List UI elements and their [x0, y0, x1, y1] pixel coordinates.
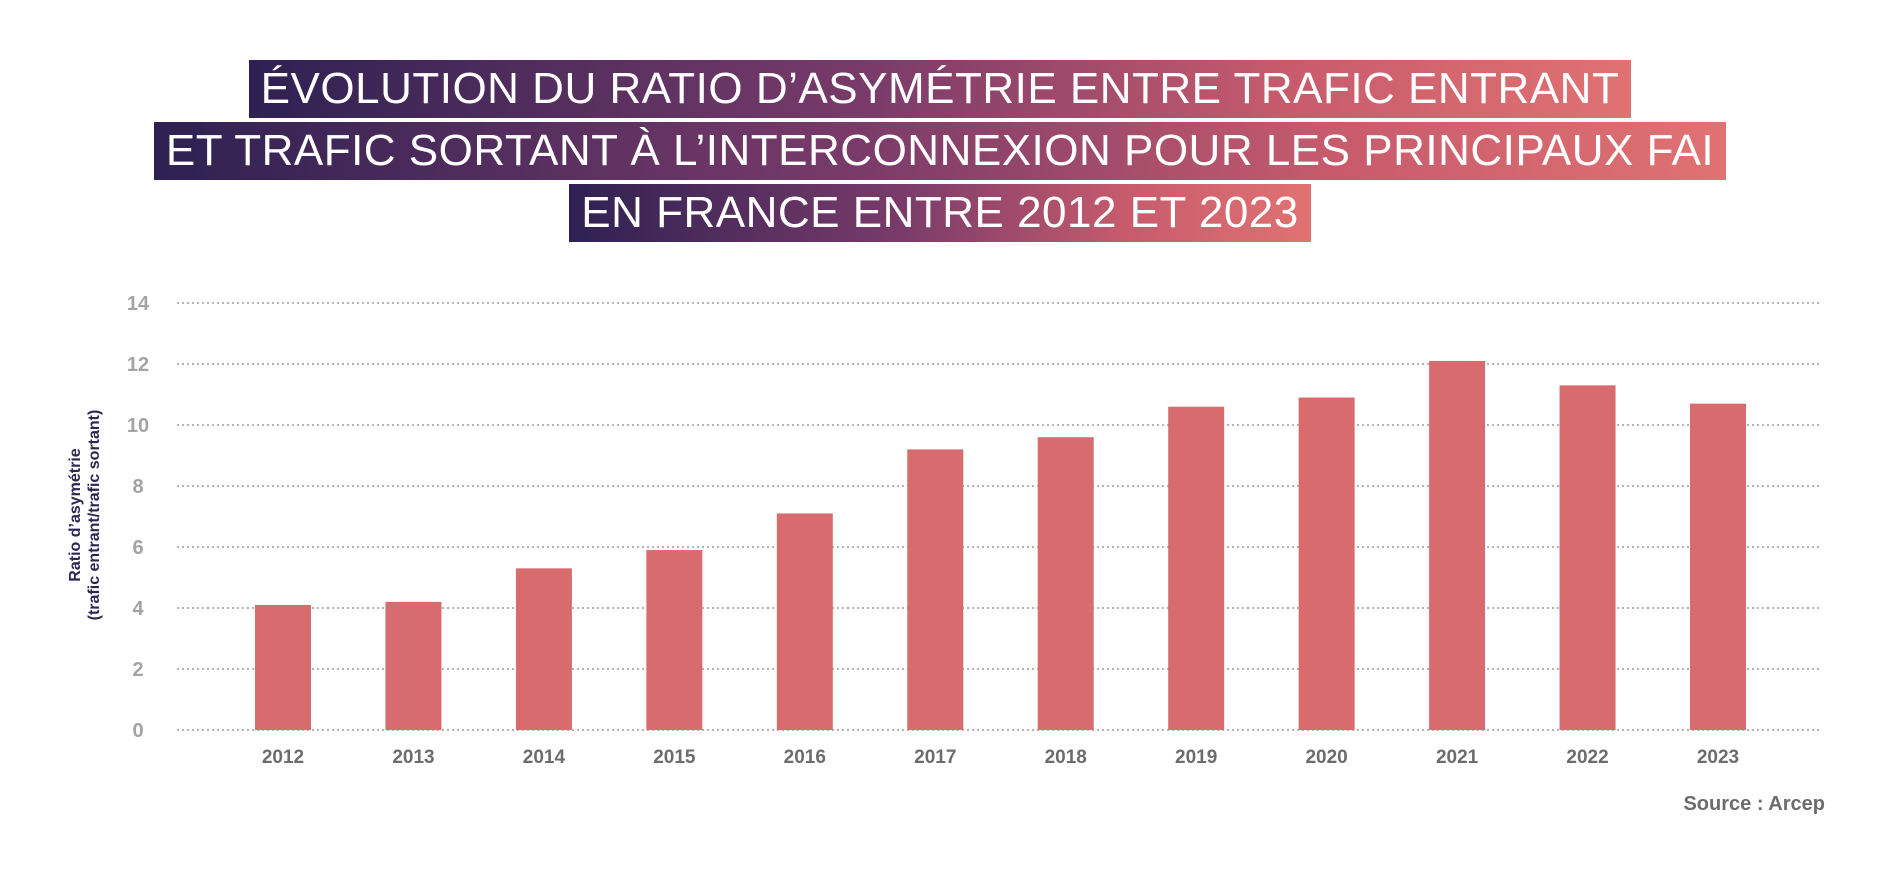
chart-title: ÉVOLUTION DU RATIO D’ASYMÉTRIE ENTRE TRA…: [0, 60, 1880, 246]
x-tick-label: 2014: [523, 747, 566, 768]
bar-2019: [1168, 406, 1225, 730]
x-tick-label: 2015: [653, 747, 696, 768]
y-axis-ticks: 0 2 4 6 8 10 12 14: [127, 293, 150, 742]
x-tick-label: 2017: [914, 747, 956, 768]
bar-2016: [776, 513, 833, 730]
x-tick-label: 2012: [262, 747, 304, 768]
y-tick-label: 12: [127, 354, 149, 376]
bar-2020: [1298, 397, 1355, 730]
bar-2018: [1037, 437, 1094, 730]
title-line-3: EN FRANCE ENTRE 2012 ET 2023: [569, 184, 1311, 242]
y-tick-label: 10: [127, 415, 149, 437]
y-tick-label: 4: [132, 598, 144, 620]
bar-2014: [515, 568, 572, 730]
y-tick-label: 6: [132, 537, 143, 559]
x-tick-label: 2022: [1566, 747, 1608, 768]
y-tick-label: 14: [127, 293, 150, 315]
x-axis-ticks: 2012 2013 2014 2015 2016 2017 2018 2019 2020 2021…: [262, 747, 1739, 768]
grid-lines: [177, 302, 1820, 731]
x-tick-label: 2023: [1697, 747, 1739, 768]
bar-2015: [646, 550, 703, 730]
bar-2022: [1559, 385, 1616, 730]
x-tick-label: 2016: [784, 747, 826, 768]
x-tick-label: 2021: [1436, 747, 1479, 768]
y-tick-label: 2: [132, 659, 143, 681]
bar-2021: [1429, 360, 1486, 730]
x-tick-label: 2019: [1175, 747, 1217, 768]
bar-2012: [255, 604, 311, 730]
x-tick-label: 2020: [1305, 747, 1347, 768]
y-tick-label: 0: [132, 720, 143, 742]
bar-2017: [907, 449, 964, 730]
title-line-2: ET TRAFIC SORTANT À L’INTERCONNEXION POU…: [153, 122, 1727, 180]
x-tick-label: 2013: [392, 747, 434, 768]
x-tick-label: 2018: [1045, 747, 1087, 768]
bar-2023: [1690, 403, 1746, 730]
bars: [255, 360, 1746, 730]
title-line-1: ÉVOLUTION DU RATIO D’ASYMÉTRIE ENTRE TRA…: [248, 60, 1632, 118]
source-note: Source : Arcep: [1683, 793, 1825, 815]
bar-2013: [385, 601, 442, 730]
y-tick-label: 8: [132, 476, 143, 498]
